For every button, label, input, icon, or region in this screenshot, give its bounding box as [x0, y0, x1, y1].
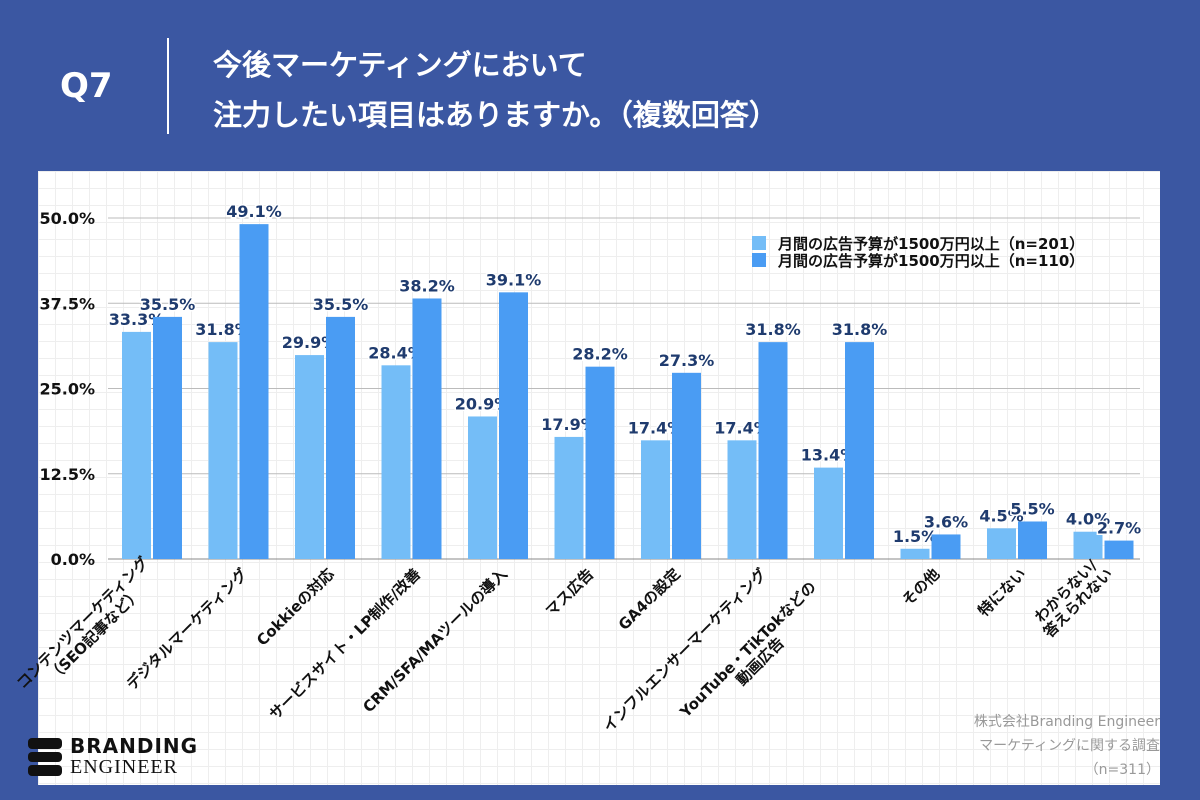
source-line-2: マーケティングに関する調査	[979, 738, 1160, 754]
x-tick-label: わからない/答えられない	[1028, 553, 1116, 641]
branding-engineer-logo: BRANDING ENGINEER	[28, 736, 198, 778]
data-label: 31.8%	[195, 320, 251, 339]
data-label: 20.9%	[455, 394, 511, 413]
page-title: 今後マーケティングにおいて 注力したい項目はありますか。（複数回答）	[213, 40, 778, 140]
header-divider	[167, 38, 169, 134]
bar-series-2	[326, 316, 355, 559]
data-label: 31.8%	[745, 320, 801, 339]
data-label: 17.4%	[628, 418, 684, 437]
data-label: 39.1%	[486, 270, 542, 289]
legend-swatch-2	[752, 253, 766, 267]
bar-series-1	[122, 331, 151, 559]
data-label: 35.5%	[313, 295, 369, 314]
bar-series-1	[987, 528, 1016, 559]
data-label: 17.4%	[714, 418, 770, 437]
y-tick-label: 25.0%	[39, 380, 95, 399]
bar-series-2	[1018, 521, 1047, 559]
source-line-3: （n=311）	[1084, 762, 1160, 778]
bar-series-1	[814, 467, 843, 559]
title-line-1: 今後マーケティングにおいて	[213, 48, 587, 82]
x-tick-label: サービスサイト・LP制作/改善	[266, 565, 424, 723]
bar-series-1	[727, 440, 757, 559]
x-tick-label: デジタルマーケティング	[123, 565, 251, 693]
bar-series-2	[499, 292, 528, 559]
x-tick-label: マス広告	[542, 565, 597, 620]
data-label: 2.7%	[1097, 519, 1141, 538]
bar-series-1	[381, 365, 411, 559]
data-label: 38.2%	[399, 276, 455, 295]
source-line-1: 株式会社Branding Engineer	[973, 714, 1160, 730]
bar-series-2	[412, 298, 442, 559]
x-tick-label: 特にない	[974, 565, 1029, 620]
bar-series-1	[554, 436, 584, 559]
data-label: 4.5%	[979, 506, 1023, 525]
bar-series-2	[1104, 540, 1134, 559]
logo-mark-icon	[28, 738, 62, 777]
data-label: 28.2%	[572, 345, 628, 364]
y-tick-label: 37.5%	[39, 294, 95, 313]
data-label: 29.9%	[282, 333, 338, 352]
bar-series-1	[208, 342, 238, 559]
bar-series-2	[153, 316, 182, 559]
data-label: 4.0%	[1066, 510, 1110, 529]
data-label: 17.9%	[541, 415, 597, 434]
data-label: 35.5%	[140, 295, 196, 314]
bar-series-2	[931, 534, 961, 559]
bar-series-2	[672, 372, 701, 559]
y-tick-label: 0.0%	[51, 550, 95, 569]
x-tick-label: その他	[899, 565, 944, 610]
data-label: 33.3%	[109, 310, 165, 329]
x-tick-label: GA4の設定	[615, 565, 684, 634]
data-label: 3.6%	[924, 512, 968, 531]
bar-series-1	[900, 548, 930, 559]
data-label: 49.1%	[226, 202, 282, 221]
y-tick-label: 50.0%	[39, 209, 95, 228]
data-label: 31.8%	[832, 320, 888, 339]
legend-label-2: 月間の広告予算が1500万円以上（n=110）	[777, 252, 1084, 270]
x-tick-label: YouTube・TikTokなどの動画広告	[676, 578, 832, 734]
data-label: 28.4%	[368, 343, 424, 362]
x-tick-label: Cokkieの対応	[253, 565, 338, 650]
logo-line-1: BRANDING	[70, 734, 199, 758]
data-label: 1.5%	[893, 527, 937, 546]
bar-series-2	[845, 342, 874, 559]
bar-series-1	[295, 355, 324, 559]
bar-series-2	[758, 342, 788, 559]
y-tick-label: 12.5%	[39, 465, 95, 484]
data-label: 27.3%	[659, 351, 715, 370]
bar-series-1	[1073, 531, 1103, 559]
legend-swatch-1	[752, 236, 766, 250]
bar-series-1	[468, 416, 497, 559]
bar-series-2	[585, 366, 615, 559]
logo-line-2: ENGINEER	[70, 756, 178, 778]
legend-label-1: 月間の広告予算が1500万円以上（n=201）	[777, 235, 1084, 253]
question-number: Q7	[60, 66, 113, 106]
bar-series-2	[239, 224, 269, 559]
bar-series-1	[641, 440, 670, 559]
x-tick-label: CRM/SFA/MAツールの導入	[359, 565, 510, 716]
data-label: 5.5%	[1010, 499, 1054, 518]
data-label: 13.4%	[801, 446, 857, 465]
source-note: 株式会社Branding Engineer マーケティングに関する調査 （n=3…	[974, 710, 1160, 782]
title-line-2: 注力したい項目はありますか。（複数回答）	[213, 98, 778, 132]
